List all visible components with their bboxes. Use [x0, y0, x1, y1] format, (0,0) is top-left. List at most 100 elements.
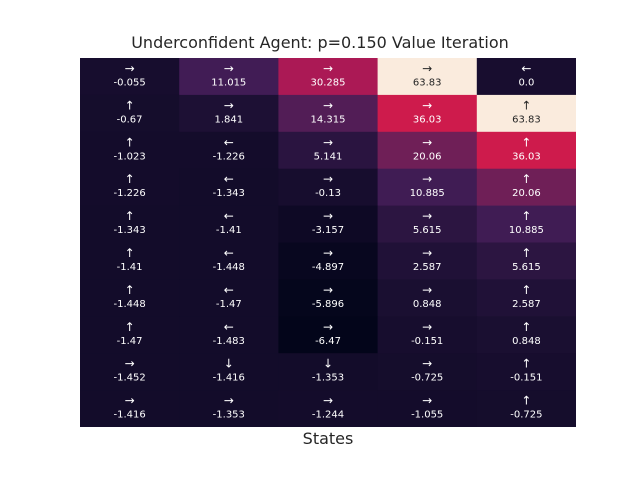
- cell-arrow-right-icon: →: [125, 61, 135, 75]
- heatmap-cell: → -1.416: [80, 390, 180, 427]
- cell-arrow-right-icon: →: [422, 283, 432, 297]
- heatmap-cell-fill: [278, 353, 379, 391]
- heatmap-cell: → 20.06: [377, 131, 478, 170]
- cell-arrow-up-icon: ↑: [125, 209, 135, 223]
- heatmap-cell: → 63.83: [377, 58, 478, 96]
- cell-arrow-right-icon: →: [323, 320, 333, 334]
- cell-value-label: 20.06: [413, 151, 442, 162]
- heatmap-cell-fill: [179, 279, 279, 317]
- cell-arrow-right-icon: →: [422, 394, 432, 408]
- heatmap-cell-fill: [179, 205, 279, 243]
- cell-value-label: -1.226: [213, 151, 245, 162]
- heatmap-cell: → 30.285: [278, 58, 379, 96]
- cell-arrow-up-icon: ↑: [521, 172, 531, 186]
- heatmap-cell-fill: [80, 353, 180, 391]
- heatmap-cell: ↑ -1.448: [80, 279, 180, 317]
- cell-value-label: -0.055: [113, 77, 145, 88]
- cell-arrow-right-icon: →: [224, 61, 234, 75]
- cell-arrow-up-icon: ↑: [125, 320, 135, 334]
- heatmap-cell-fill: [278, 205, 379, 243]
- heatmap-cell: ← -1.343: [179, 168, 279, 207]
- heatmap-cell: ← -1.226: [179, 131, 279, 170]
- cell-arrow-up-icon: ↑: [521, 357, 531, 371]
- cell-value-label: 20.06: [512, 188, 541, 199]
- cell-arrow-right-icon: →: [422, 61, 432, 75]
- cell-arrow-right-icon: →: [323, 135, 333, 149]
- cell-arrow-left-icon: ←: [521, 61, 531, 75]
- cell-arrow-up-icon: ↑: [125, 246, 135, 260]
- heatmap-cell-fill: [278, 316, 379, 354]
- heatmap-cell: ↑ -1.023: [80, 131, 180, 170]
- heatmap-cell-fill: [179, 131, 279, 170]
- chart-title: Underconfident Agent: p=0.150 Value Iter…: [131, 33, 509, 52]
- heatmap-cell-fill: [476, 316, 576, 354]
- cell-value-label: 1.841: [214, 114, 243, 125]
- heatmap-cell: ↑ -1.343: [80, 205, 180, 243]
- cell-value-label: 63.83: [512, 114, 541, 125]
- heatmap-cell-fill: [179, 242, 279, 280]
- cell-arrow-right-icon: →: [224, 98, 234, 112]
- cell-value-label: -1.41: [117, 262, 143, 273]
- cell-value-label: 5.141: [314, 151, 343, 162]
- cell-value-label: -1.448: [113, 299, 145, 310]
- heatmap-cell: → -1.055: [377, 390, 478, 427]
- cell-value-label: -0.67: [117, 114, 143, 125]
- cell-arrow-right-icon: →: [125, 394, 135, 408]
- heatmap-cell-fill: [179, 58, 279, 96]
- heatmap-cell: ↑ 36.03: [476, 131, 576, 170]
- heatmap-cell-fill: [278, 94, 379, 133]
- cell-arrow-right-icon: →: [125, 357, 135, 371]
- cell-value-label: 0.848: [413, 299, 442, 310]
- cell-value-label: -1.452: [113, 373, 145, 384]
- cell-arrow-up-icon: ↑: [125, 135, 135, 149]
- cell-value-label: -1.343: [113, 225, 145, 236]
- heatmap-cell: ↑ -0.67: [80, 94, 180, 133]
- cell-value-label: -0.725: [510, 410, 542, 421]
- cell-value-label: -0.151: [510, 373, 542, 384]
- cell-arrow-left-icon: ←: [224, 209, 234, 223]
- cell-value-label: 11.015: [211, 77, 246, 88]
- heatmap-cell-fill: [476, 131, 576, 170]
- heatmap-cell-fill: [476, 94, 576, 133]
- cell-value-label: -5.896: [312, 299, 344, 310]
- x-axis-label: States: [302, 429, 354, 448]
- cell-arrow-down-icon: ↓: [323, 357, 333, 371]
- cell-value-label: -1.47: [216, 299, 242, 310]
- heatmap-cell: ← -1.483: [179, 316, 279, 354]
- heatmap-cell: → -0.13: [278, 168, 379, 207]
- heatmap-cell: → -5.896: [278, 279, 379, 317]
- heatmap-cell: → -0.055: [80, 58, 180, 96]
- heatmap-cell-fill: [179, 316, 279, 354]
- heatmap-cell: → -1.244: [278, 390, 379, 427]
- cell-arrow-left-icon: ←: [224, 246, 234, 260]
- cell-value-label: -0.725: [411, 373, 443, 384]
- cell-arrow-up-icon: ↑: [125, 98, 135, 112]
- heatmap-cell: ↑ 20.06: [476, 168, 576, 207]
- heatmap-cell-fill: [476, 242, 576, 280]
- cell-arrow-up-icon: ↑: [521, 246, 531, 260]
- heatmap-cell-fill: [80, 279, 180, 317]
- cell-arrow-right-icon: →: [323, 209, 333, 223]
- cell-value-label: -4.897: [312, 262, 344, 273]
- cell-arrow-right-icon: →: [422, 209, 432, 223]
- heatmap-cell: → -1.452: [80, 353, 180, 391]
- heatmap-cell-fill: [278, 168, 379, 207]
- cell-value-label: -1.416: [213, 373, 245, 384]
- heatmap-cell-fill: [476, 353, 576, 391]
- cell-arrow-right-icon: →: [422, 135, 432, 149]
- heatmap-cell: → -1.353: [179, 390, 279, 427]
- cell-arrow-right-icon: →: [323, 61, 333, 75]
- heatmap-cell-fill: [278, 390, 379, 427]
- cell-arrow-up-icon: ↑: [521, 98, 531, 112]
- heatmap-cell-fill: [80, 242, 180, 280]
- cell-value-label: -1.483: [213, 336, 245, 347]
- heatmap-cell-fill: [377, 168, 478, 207]
- heatmap-cell: → 5.141: [278, 131, 379, 170]
- heatmap-cell: → 11.015: [179, 58, 279, 96]
- heatmap-cell-fill: [377, 390, 478, 427]
- heatmap-cell: → -0.725: [377, 353, 478, 391]
- heatmap-cell-fill: [80, 205, 180, 243]
- cell-arrow-left-icon: ←: [224, 172, 234, 186]
- heatmap-cell: ↑ -0.151: [476, 353, 576, 391]
- heatmap-cell-fill: [377, 316, 478, 354]
